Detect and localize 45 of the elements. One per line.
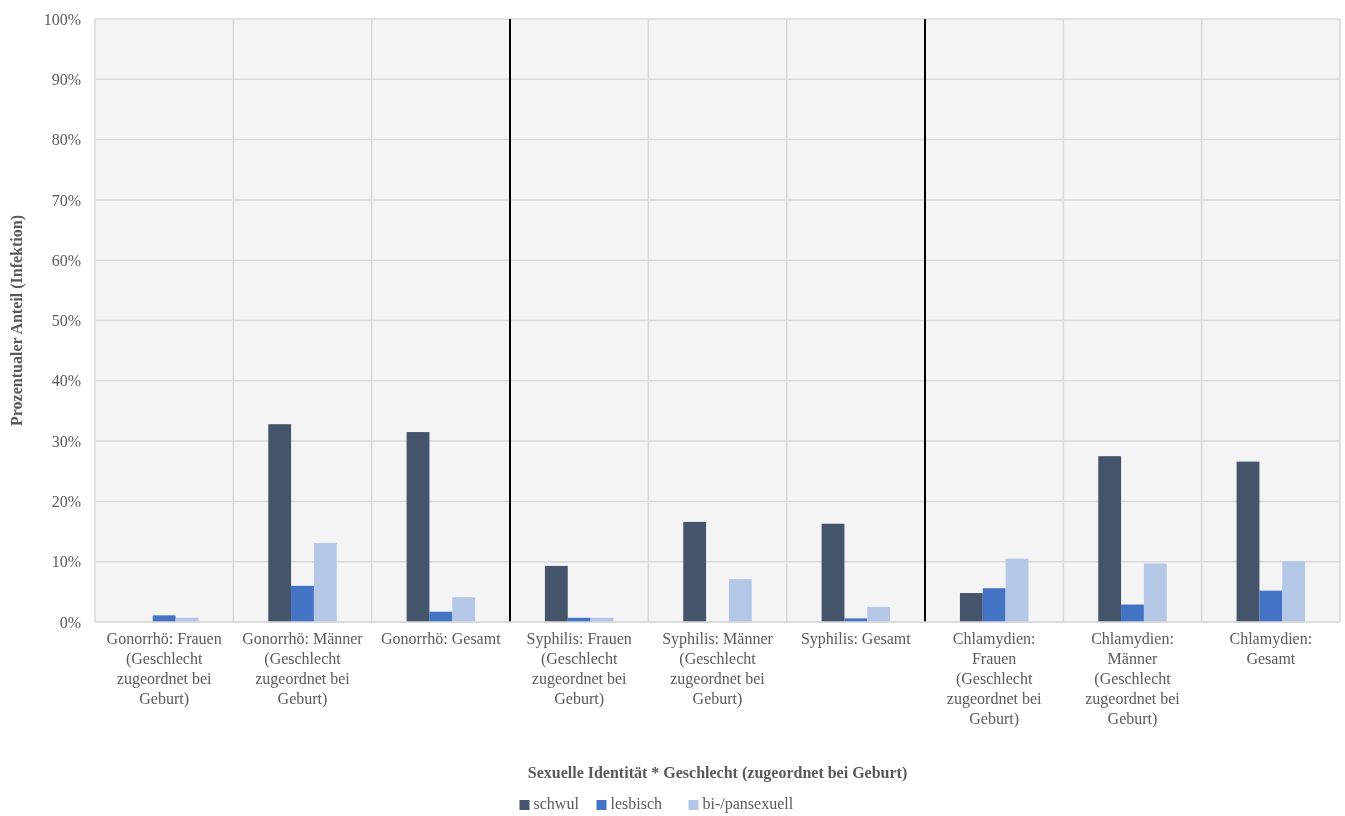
y-tick-label: 60% xyxy=(51,251,81,269)
x-tick-label: Syphilis: Gesamt xyxy=(800,630,912,648)
y-tick-label: 70% xyxy=(51,191,81,209)
y-tick-label: 40% xyxy=(51,372,81,390)
x-tick-label: Gonorrhö: Männer (Geschlecht zugeordnet bei Geburt) xyxy=(242,630,364,708)
bar xyxy=(683,521,707,622)
bar xyxy=(1282,561,1306,622)
x-tick-label: Syphilis: Frauen (Geschlecht zugeordnet bei Geburt) xyxy=(526,630,632,708)
y-tick-label: 90% xyxy=(51,70,81,88)
y-tick-label: 80% xyxy=(51,131,81,149)
bar xyxy=(1259,590,1283,622)
legend-label: lesbisch xyxy=(610,795,663,812)
bar xyxy=(406,432,430,622)
bar xyxy=(867,606,891,622)
bar xyxy=(1236,461,1260,622)
bar xyxy=(152,615,176,622)
bar xyxy=(1005,558,1029,622)
bar xyxy=(982,588,1006,622)
bar xyxy=(1143,563,1167,622)
bar xyxy=(291,585,314,622)
y-tick-label: 0% xyxy=(59,613,81,631)
bar xyxy=(959,593,983,622)
y-tick-label: 10% xyxy=(51,553,81,571)
y-axis-title: Prozentualer Anteil (Infektion) xyxy=(8,215,26,426)
legend-label: bi-/pansexuell xyxy=(702,795,794,813)
x-tick-label: Gonorrhö: Gesamt xyxy=(381,630,502,647)
y-tick-label: 20% xyxy=(51,493,81,510)
y-tick-label: 100% xyxy=(43,10,81,28)
x-tick-label: Gonorrhö: Frauen (Geschlecht zugeordnet bei Geburt) xyxy=(106,630,222,708)
x-tick-label: Chlamydien: Gesamt xyxy=(1229,630,1313,667)
bar xyxy=(544,565,568,622)
x-tick-label: Chlamydien: Frauen (Geschlecht zugeordnet bei Geburt) xyxy=(946,630,1043,728)
y-tick-label: 30% xyxy=(51,432,81,450)
bar xyxy=(821,523,845,622)
bar xyxy=(313,543,337,622)
legend-label: schwul xyxy=(533,795,580,812)
bar xyxy=(1121,604,1144,622)
bar xyxy=(1098,456,1122,622)
x-tick-label: Chlamydien: Männer (Geschlecht zugeordnet bei Geburt) xyxy=(1085,630,1181,728)
y-tick-label: 50% xyxy=(51,312,81,330)
x-axis-title: Sexuelle Identität * Geschlecht (zugeordnet bei Geburt) xyxy=(527,764,908,782)
bar xyxy=(728,579,752,622)
x-tick-label: Syphilis: Männer (Geschlecht zugeordnet bei Geburt) xyxy=(662,630,774,708)
bar xyxy=(452,597,476,622)
bar xyxy=(268,424,292,622)
